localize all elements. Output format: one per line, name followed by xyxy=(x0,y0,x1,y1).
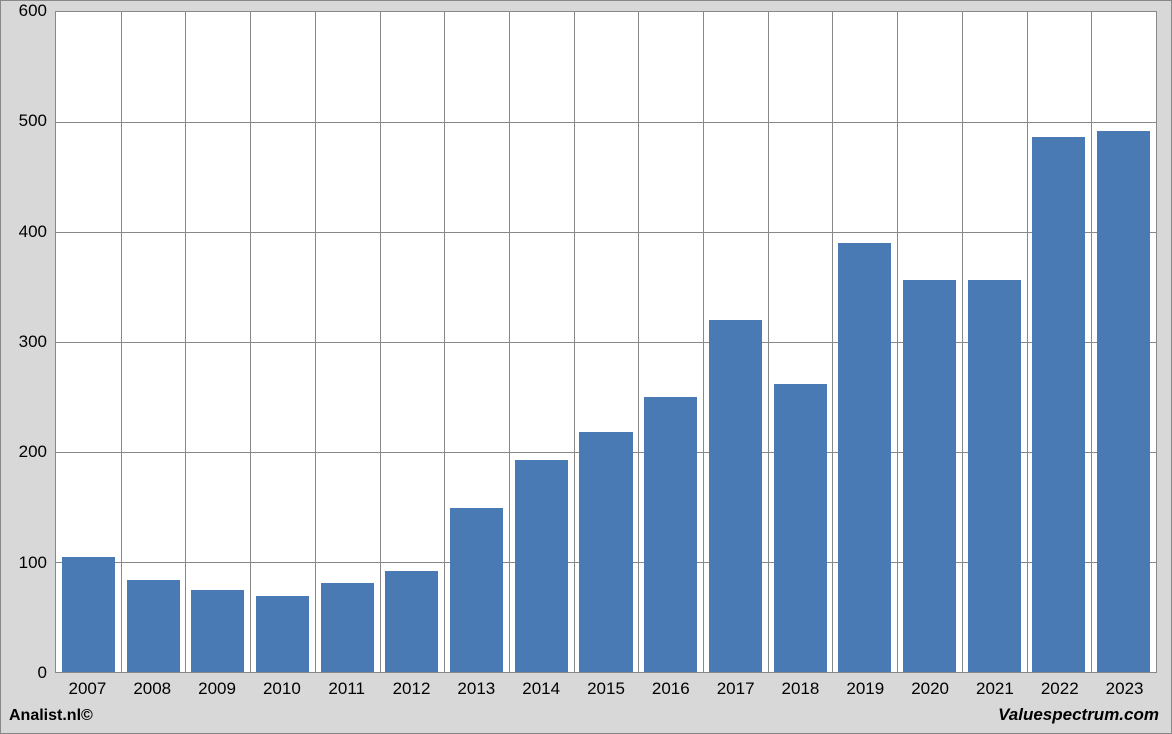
gridline-v xyxy=(121,12,122,672)
y-tick-label: 200 xyxy=(19,442,47,462)
chart-frame: 0100200300400500600 20072008200920102011… xyxy=(5,5,1167,729)
bar xyxy=(579,432,632,672)
bar xyxy=(127,580,180,672)
bar xyxy=(838,243,891,672)
bar xyxy=(191,590,244,673)
gridline-v xyxy=(574,12,575,672)
x-tick-label: 2015 xyxy=(587,679,625,699)
y-tick-label: 100 xyxy=(19,553,47,573)
bar xyxy=(709,320,762,672)
gridline-v xyxy=(962,12,963,672)
y-tick-label: 0 xyxy=(38,663,47,683)
y-tick-label: 300 xyxy=(19,332,47,352)
gridline-v xyxy=(250,12,251,672)
bar xyxy=(321,583,374,672)
x-tick-label: 2008 xyxy=(133,679,171,699)
bar xyxy=(903,280,956,672)
gridline-h xyxy=(56,122,1156,123)
x-tick-label: 2018 xyxy=(782,679,820,699)
x-tick-label: 2019 xyxy=(846,679,884,699)
bar xyxy=(385,571,438,672)
x-axis: 2007 2008 2009 2010 2011 2012 2013 2014 2015 2016… xyxy=(55,675,1157,701)
bar xyxy=(1097,131,1150,672)
gridline-v xyxy=(768,12,769,672)
bar xyxy=(450,508,503,672)
x-tick-label: 2013 xyxy=(457,679,495,699)
y-tick-label: 400 xyxy=(19,222,47,242)
x-tick-label: 2023 xyxy=(1106,679,1144,699)
gridline-v xyxy=(897,12,898,672)
bar xyxy=(256,596,309,672)
plot-area xyxy=(55,11,1157,673)
gridline-v xyxy=(1027,12,1028,672)
x-tick-label: 2010 xyxy=(263,679,301,699)
bar xyxy=(62,557,115,673)
gridline-v xyxy=(832,12,833,672)
x-tick-label: 2022 xyxy=(1041,679,1079,699)
bar xyxy=(515,460,568,672)
gridline-h xyxy=(56,232,1156,233)
gridline-v xyxy=(185,12,186,672)
y-tick-label: 500 xyxy=(19,111,47,131)
gridline-v xyxy=(703,12,704,672)
gridline-v xyxy=(638,12,639,672)
x-tick-label: 2016 xyxy=(652,679,690,699)
bar xyxy=(968,280,1021,672)
y-axis: 0100200300400500600 xyxy=(5,11,53,673)
x-tick-label: 2017 xyxy=(717,679,755,699)
footer-left-credit: Analist.nl© xyxy=(9,707,93,725)
footer-right-credit: Valuespectrum.com xyxy=(998,705,1159,725)
gridline-v xyxy=(1091,12,1092,672)
bar xyxy=(1032,137,1085,672)
x-tick-label: 2020 xyxy=(911,679,949,699)
x-tick-label: 2009 xyxy=(198,679,236,699)
bar xyxy=(644,397,697,672)
x-tick-label: 2011 xyxy=(328,679,365,699)
gridline-v xyxy=(444,12,445,672)
gridline-v xyxy=(315,12,316,672)
y-tick-label: 600 xyxy=(19,1,47,21)
x-tick-label: 2012 xyxy=(393,679,431,699)
x-tick-label: 2014 xyxy=(522,679,560,699)
gridline-v xyxy=(380,12,381,672)
bar xyxy=(774,384,827,672)
x-tick-label: 2021 xyxy=(976,679,1014,699)
chart-container: 0 100 200 300 400 500 600 2007 2008 2009 2010 2011… xyxy=(0,0,1172,734)
gridline-v xyxy=(509,12,510,672)
x-tick-label: 2007 xyxy=(68,679,106,699)
